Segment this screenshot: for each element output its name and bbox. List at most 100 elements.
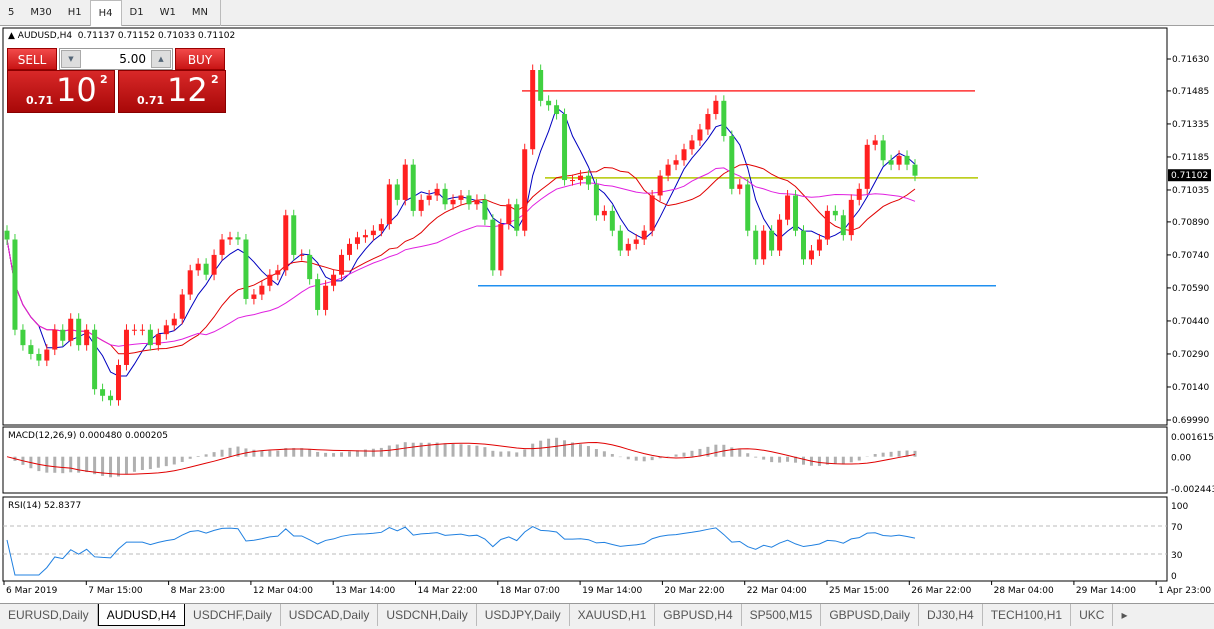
- macd-axis-label: 0.00: [1171, 454, 1191, 464]
- candle-body: [577, 175, 583, 181]
- time-tick-label: 19 Mar 14:00: [582, 586, 642, 596]
- timeframe-M30[interactable]: M30: [30, 7, 52, 18]
- candle-body: [657, 175, 663, 196]
- candle-body: [824, 210, 830, 240]
- chart-tab[interactable]: SP500,M15: [742, 604, 822, 626]
- buy-price-button[interactable]: 0.71 12 2: [118, 70, 226, 113]
- candle-body: [219, 239, 225, 255]
- chart-tab[interactable]: USDCNH,Daily: [378, 604, 477, 626]
- time-tick-label: 14 Mar 22:00: [418, 586, 478, 596]
- ohlc-values: 0.71137 0.71152 0.71033 0.71102: [77, 31, 236, 41]
- candle-body: [554, 105, 560, 115]
- candle-body: [737, 184, 743, 189]
- chart-tab[interactable]: GBPUSD,H4: [655, 604, 742, 626]
- current-price-label: 0.71102: [1171, 171, 1208, 181]
- candle-body: [633, 239, 639, 244]
- candle-body: [777, 219, 783, 251]
- price-tick-label: 0.71035: [1172, 186, 1209, 196]
- time-tick-label: 25 Mar 15:00: [829, 586, 889, 596]
- rsi-line: [6, 525, 916, 576]
- candle-body: [12, 239, 18, 330]
- chart-tab[interactable]: UKC: [1071, 604, 1114, 626]
- candle-body: [291, 215, 297, 255]
- candle-body: [227, 237, 233, 240]
- chart-tab[interactable]: XAUUSD,H1: [570, 604, 656, 626]
- timeframe-H4[interactable]: H4: [89, 0, 122, 26]
- time-tick-label: 7 Mar 15:00: [88, 586, 143, 596]
- price-tick-label: 0.69990: [1172, 416, 1209, 426]
- macd-axis-label: -0.002443: [1171, 485, 1214, 495]
- candle-body: [793, 195, 799, 231]
- candle-body: [346, 243, 352, 255]
- current-price-marker: [1168, 169, 1211, 182]
- candle-body: [354, 237, 360, 244]
- timeframe-H1[interactable]: H1: [67, 7, 82, 18]
- chart-header: ▲ AUDUSD,H4 0.71137 0.71152 0.71033 0.71…: [8, 31, 236, 41]
- timeframe-W1[interactable]: W1: [159, 7, 176, 18]
- sell-price-prefix: 0.71: [26, 94, 54, 107]
- price-tick-label: 0.70140: [1172, 383, 1209, 393]
- candle-body: [538, 70, 544, 101]
- pane-border: [2, 426, 1168, 494]
- lot-size-stepper[interactable]: ▼ ▲: [59, 48, 173, 70]
- chart-tab[interactable]: AUDUSD,H4: [97, 604, 186, 626]
- candle-body: [673, 160, 679, 165]
- candle-body: [315, 279, 321, 310]
- time-tick-label: 12 Mar 04:00: [253, 586, 313, 596]
- candle-body: [100, 389, 106, 396]
- candle-body: [4, 230, 10, 240]
- chart-tab[interactable]: DJ30,H4: [919, 604, 983, 626]
- candle-body: [522, 149, 528, 231]
- chart-tabs: EURUSD,Daily AUDUSD,H4 USDCHF,Daily USDCAD,…: [0, 603, 1214, 629]
- candle-body: [856, 188, 862, 200]
- scroll-right-icon[interactable]: ▸: [1121, 608, 1128, 622]
- price-tick-label: 0.70440: [1172, 317, 1209, 327]
- timeframe-D1[interactable]: D1: [129, 7, 144, 18]
- timeframe-MN[interactable]: MN: [191, 7, 208, 18]
- chart-tab[interactable]: USDJPY,Daily: [477, 604, 570, 626]
- candle-body: [466, 195, 472, 205]
- price-chart[interactable]: 0.71630 0.71485 0.71335 0.71185 0.71035 0.708…: [0, 0, 1214, 603]
- timeframe-5[interactable]: 5: [8, 7, 15, 18]
- candle-body: [171, 318, 177, 326]
- chart-tab[interactable]: USDCAD,Daily: [281, 604, 379, 626]
- candle-body: [896, 155, 902, 165]
- candle-body: [187, 270, 193, 295]
- buy-button[interactable]: BUY: [175, 48, 225, 70]
- candle-body: [235, 237, 241, 240]
- sell-button[interactable]: SELL: [7, 48, 57, 70]
- chart-tab[interactable]: GBPUSD,Daily: [821, 604, 920, 626]
- chart-tab[interactable]: USDCHF,Daily: [185, 604, 281, 626]
- chart-tab[interactable]: TECH100,H1: [983, 604, 1072, 626]
- candle-body: [195, 263, 201, 271]
- candle-body: [179, 294, 185, 319]
- candle-body: [28, 345, 34, 354]
- candle-body: [211, 254, 217, 275]
- candle-body: [331, 274, 337, 286]
- sell-price-button[interactable]: 0.71 10 2: [7, 70, 115, 113]
- price-tick-label: 0.70890: [1172, 218, 1209, 228]
- candle-body: [44, 349, 50, 361]
- candle-body: [203, 263, 209, 275]
- chart-title: AUDUSD,H4: [17, 31, 73, 41]
- price-tick-label: 0.71335: [1172, 120, 1209, 130]
- decrease-lot-icon[interactable]: ▼: [61, 50, 81, 68]
- candle-body: [116, 364, 122, 401]
- time-tick-label: 28 Mar 04:00: [994, 586, 1054, 596]
- buy-price-main: 12: [167, 71, 208, 109]
- candle-body: [450, 199, 456, 205]
- candle-body: [713, 100, 719, 115]
- buy-price-sup: 2: [211, 73, 219, 86]
- increase-lot-icon[interactable]: ▲: [151, 50, 171, 68]
- sell-price-main: 10: [56, 71, 97, 109]
- candle-body: [769, 230, 775, 251]
- candle-body: [418, 199, 424, 211]
- candle-body: [267, 274, 273, 286]
- candle-body: [259, 285, 265, 295]
- candle-body: [123, 329, 129, 365]
- lot-size-input[interactable]: [82, 50, 150, 68]
- candle-body: [370, 230, 376, 236]
- candle-body: [840, 215, 846, 236]
- chart-tab[interactable]: EURUSD,Daily: [0, 604, 98, 626]
